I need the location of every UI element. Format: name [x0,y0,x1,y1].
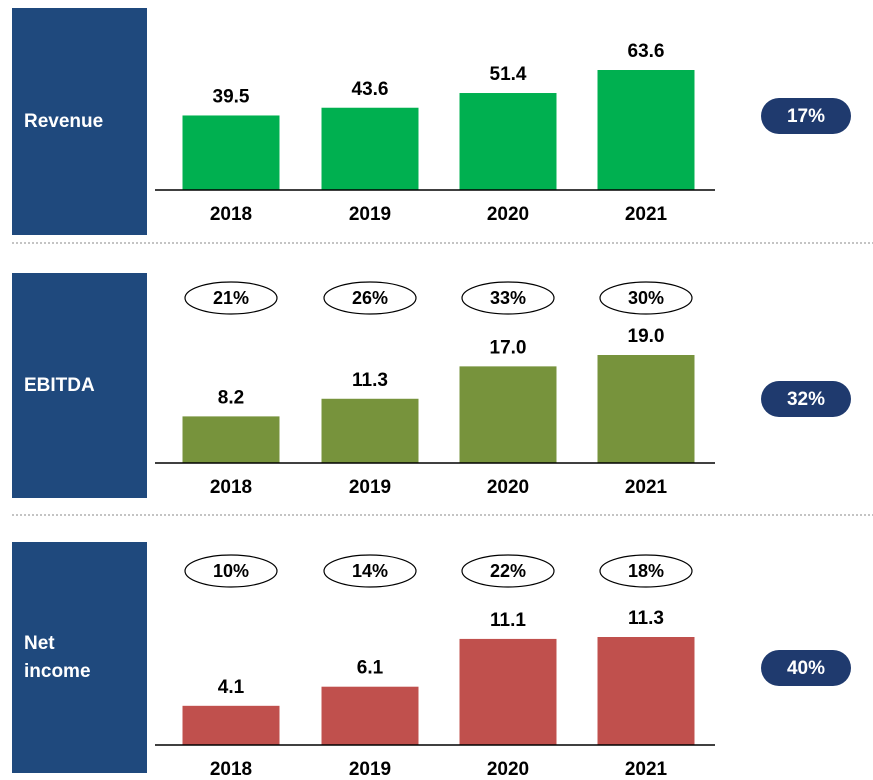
value-label: 6.1 [357,658,384,679]
value-label: 63.6 [628,41,665,62]
margin-badge [599,554,693,588]
bar [597,70,695,190]
margin-badge [184,281,278,315]
x-tick-label: 2020 [487,759,529,780]
bar [182,705,280,745]
bar [459,638,557,745]
margin-label: 18% [628,561,664,581]
margin-label: 21% [213,288,249,308]
margin-label: 33% [490,288,526,308]
section-title: Net income [24,632,91,682]
x-tick-label: 2018 [210,204,252,225]
bar [597,355,695,463]
margin-badge [323,554,417,588]
cagr-label: 17% [787,106,825,127]
bar [597,637,695,745]
x-tick-label: 2020 [487,204,529,225]
margin-label: 14% [352,561,388,581]
section-title-box: Revenue [12,8,147,235]
bar [321,398,419,463]
bar [459,366,557,463]
x-tick-label: 2018 [210,477,252,498]
value-label: 11.3 [352,370,388,391]
cagr-badge [761,381,851,417]
x-tick-label: 2018 [210,759,252,780]
margin-label: 26% [352,288,388,308]
section-title: EBITDA [24,374,95,396]
bar [321,686,419,745]
cagr-badge [761,98,851,134]
bar [182,416,280,463]
bar [321,107,419,190]
x-tick-label: 2020 [487,477,529,498]
value-label: 17.0 [490,337,527,358]
cagr-label: 40% [787,658,825,679]
value-label: 4.1 [218,677,245,698]
bar [459,93,557,190]
bar [182,115,280,190]
value-label: 8.2 [218,387,244,408]
cagr-badge [761,650,851,686]
value-label: 51.4 [490,64,527,85]
margin-label: 22% [490,561,526,581]
x-tick-label: 2021 [625,759,668,780]
margin-badge [461,281,555,315]
x-tick-label: 2019 [349,477,391,498]
x-tick-label: 2019 [349,759,391,780]
cagr-label: 32% [787,389,825,410]
x-tick-label: 2021 [625,204,668,225]
value-label: 39.5 [213,86,250,107]
margin-badge [599,281,693,315]
section-title: Revenue [24,110,104,132]
margin-label: 10% [213,561,249,581]
margin-label: 30% [628,288,664,308]
x-tick-label: 2021 [625,477,668,498]
section-title-box: Net income [12,542,147,773]
margin-badge [323,281,417,315]
value-label: 11.3 [628,608,664,629]
margin-badge [461,554,555,588]
value-label: 43.6 [352,79,389,100]
section-title-box: EBITDA [12,273,147,498]
value-label: 19.0 [628,326,665,347]
margin-badge [184,554,278,588]
x-tick-label: 2019 [349,204,391,225]
value-label: 11.1 [490,610,526,631]
